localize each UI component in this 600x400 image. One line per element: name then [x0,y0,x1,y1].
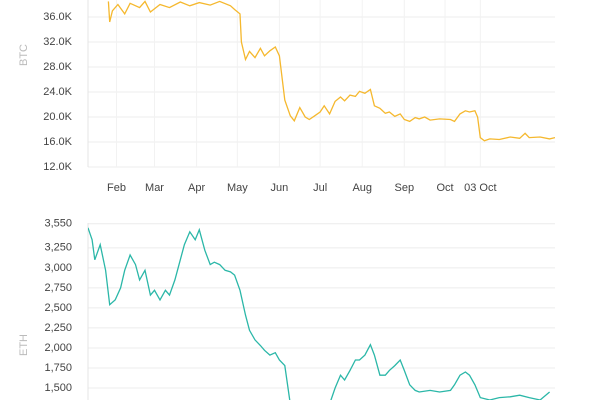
chart: ETH 1,500 1,750 2,000 2,250 2,500 2,750 3,000 3,… [18,218,555,400]
y-axis-title: BTC [18,44,30,66]
y-tick-label: 12.0K [43,161,72,173]
y-tick-label: 2,000 [44,342,72,354]
x-tick-label: Jun [271,182,289,194]
x-tick-label: Oct [436,182,453,194]
y-tick-label: 2,750 [44,282,72,294]
price-line [88,227,551,400]
x-tick-label: Feb [107,182,126,194]
y-tick-label: 20.0K [43,111,72,123]
y-tick-label: 3,550 [44,218,72,230]
x-tick-label: Sep [395,182,415,194]
x-tick-label: May [227,182,248,194]
price-line [107,0,555,142]
y-axis-title: ETH [18,334,30,356]
y-tick-label: 24.0K [43,86,72,98]
y-tick-label: 3,250 [44,242,72,254]
y-tick-label: 2,500 [44,302,72,314]
x-tick-label: Mar [145,182,164,194]
x-tick-label: Apr [188,182,205,194]
y-tick-label: 2,250 [44,322,72,334]
y-tick-label: 1,750 [44,362,72,374]
y-tick-label: 32.0K [43,36,72,48]
x-tick-label: Jul [313,182,327,194]
x-tick-label: 03 Oct [464,182,496,194]
y-tick-label: 1,500 [44,382,72,394]
y-tick-label: 16.0K [43,136,72,148]
y-tick-label: 3,000 [44,262,72,274]
y-tick-label: 28.0K [43,61,72,73]
chart: BTC 12.0K 16.0K 20.0K 24.0K 28.0K 32.0K 36.0K Fe… [18,0,555,194]
x-tick-label: Aug [352,182,372,194]
y-tick-label: 36.0K [43,11,72,23]
